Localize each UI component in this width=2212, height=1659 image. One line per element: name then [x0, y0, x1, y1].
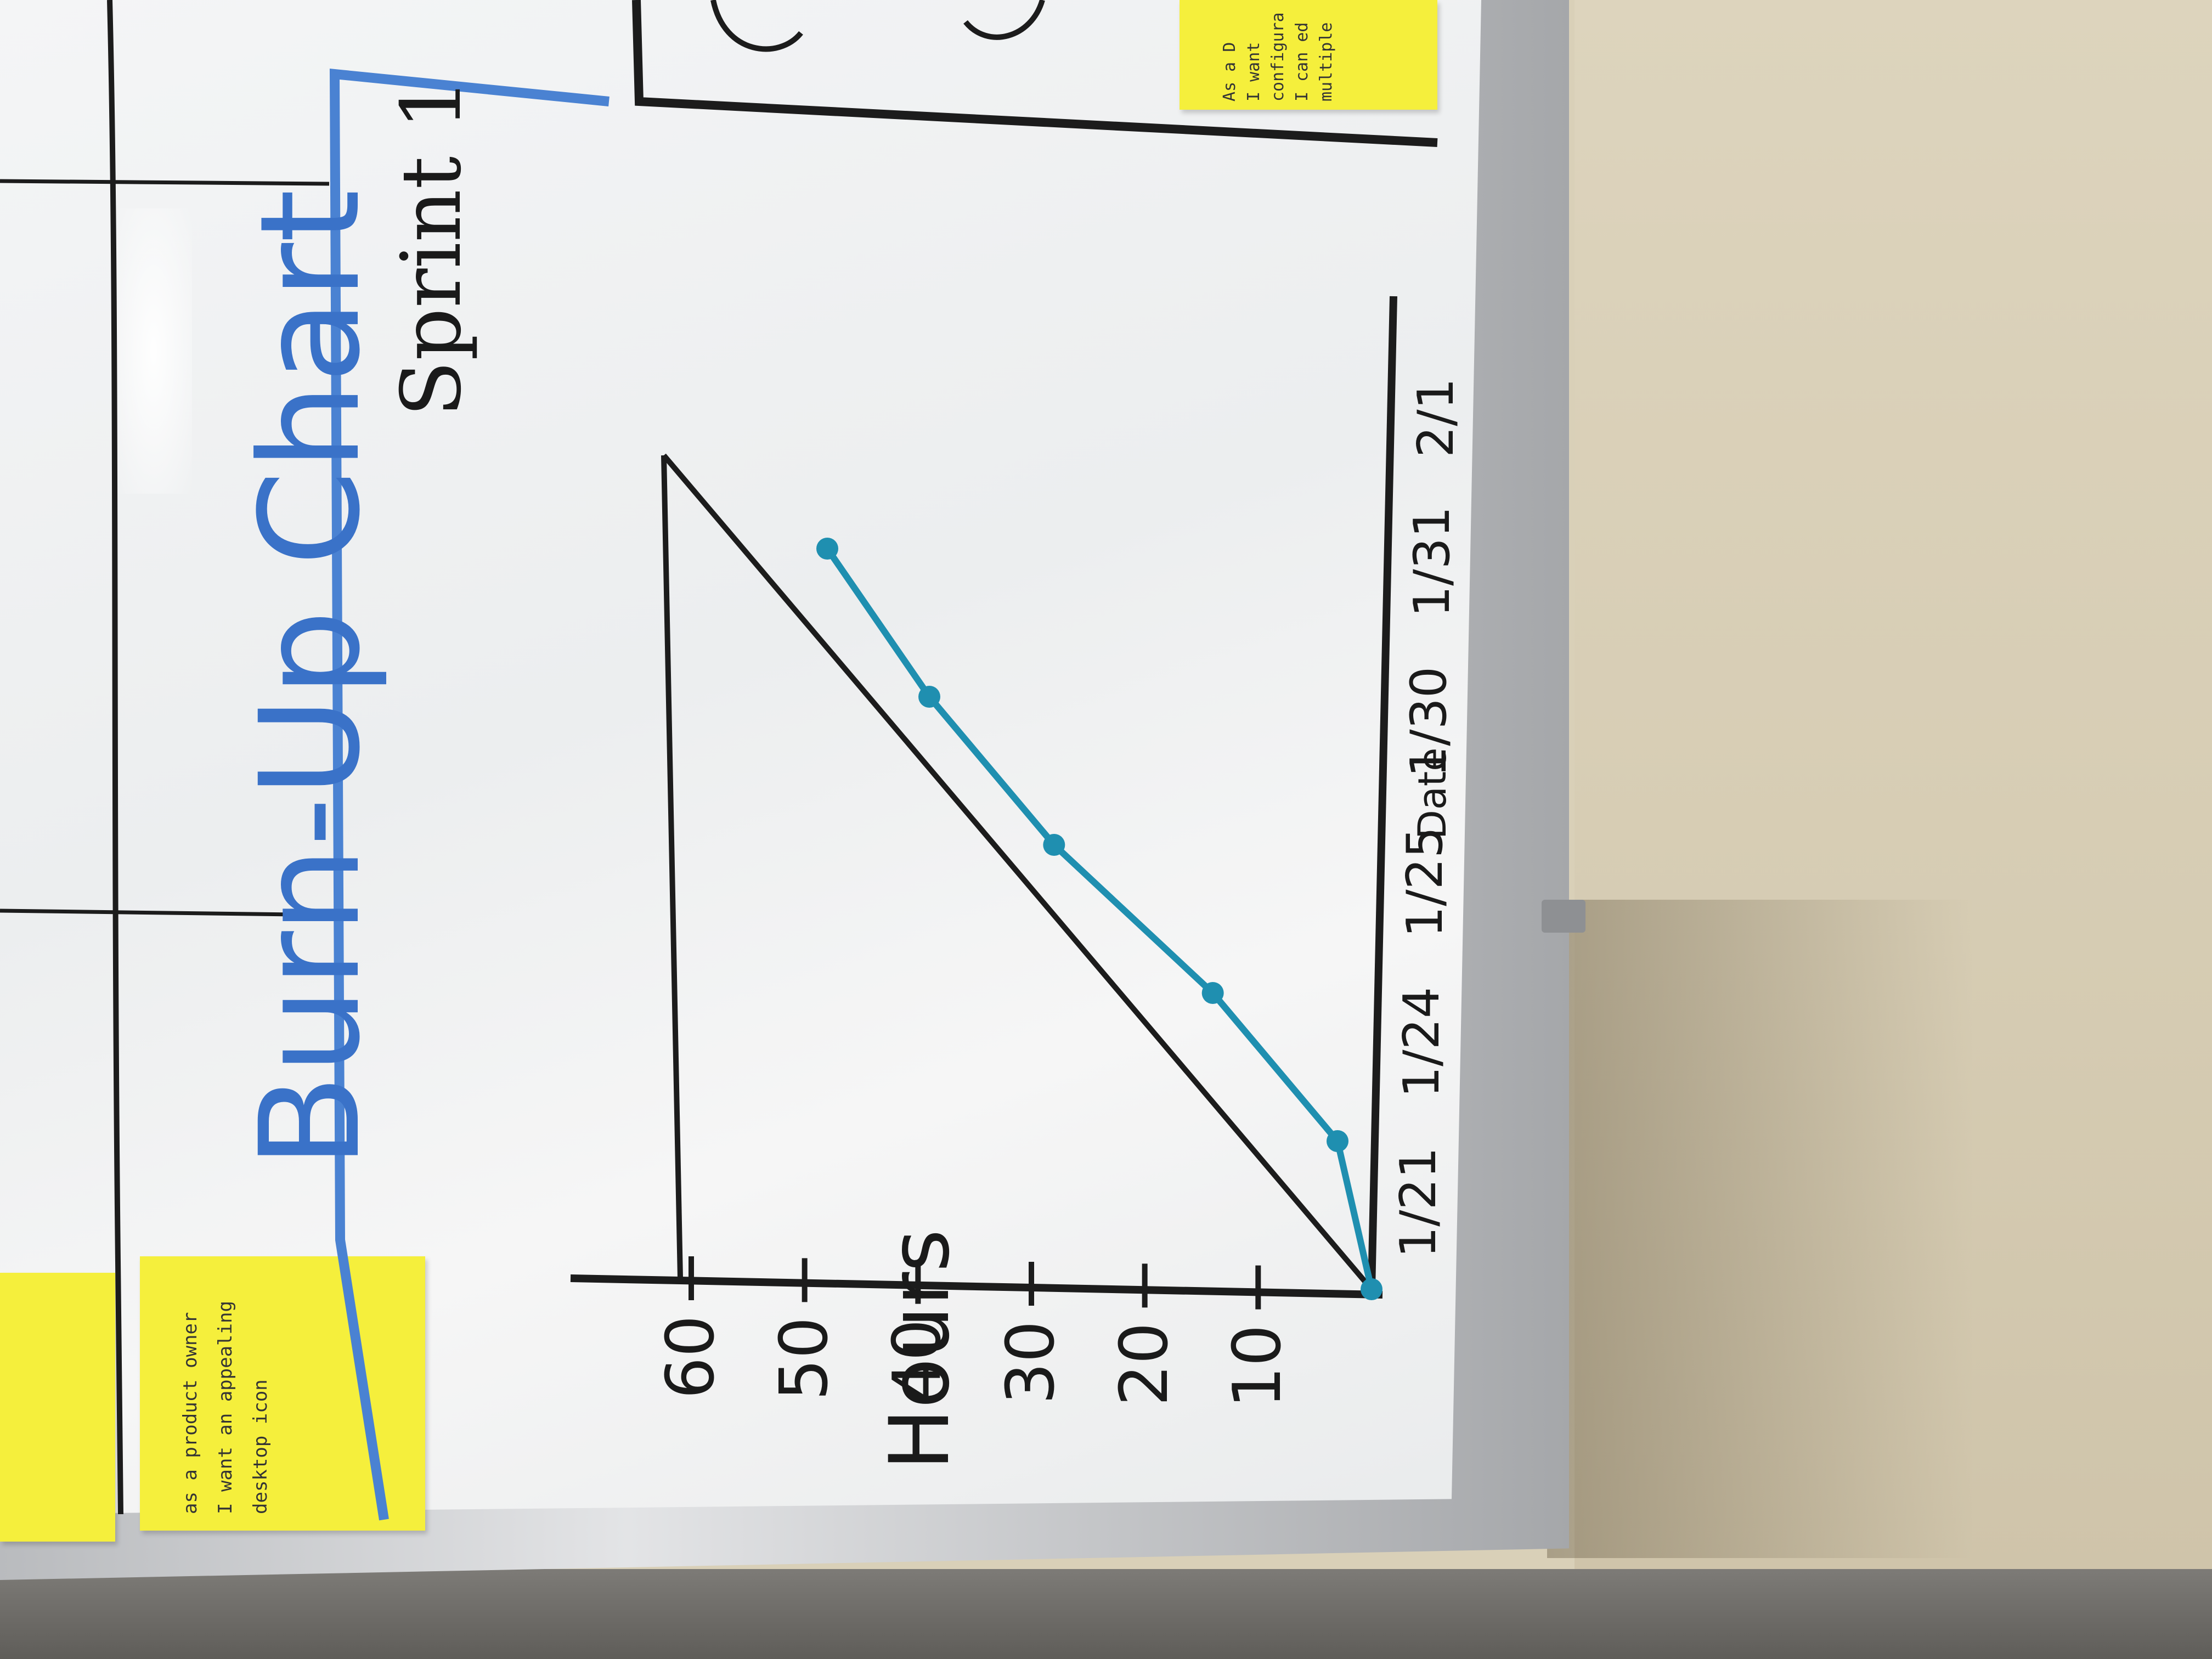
chart-axes: [570, 296, 1397, 1299]
frame-clip: [1542, 900, 1585, 933]
actual-point: [1043, 834, 1065, 856]
board-divider-middle: [0, 909, 335, 917]
x-tick-label: 2/1: [1407, 377, 1465, 458]
actual-point: [918, 686, 940, 708]
chart-ticks: [689, 1256, 1261, 1310]
sixty-line: [661, 455, 683, 1279]
light-glare: [115, 208, 192, 494]
board-divider-top: [0, 179, 330, 186]
y-tick-label: 60: [653, 1315, 729, 1399]
x-axis-line: [1368, 296, 1397, 1290]
chart-series: [661, 453, 1383, 1300]
board-vertical-divider: [107, 0, 123, 1515]
sprint-label: Sprint 1: [384, 77, 479, 417]
y-axis-line: [570, 1274, 1383, 1299]
y-tick-label: 50: [766, 1317, 843, 1401]
x-tick-label: 1/30: [1400, 667, 1458, 778]
x-tick-label: 1/31: [1403, 506, 1462, 618]
ideal-line: [662, 453, 1374, 1291]
y-tick-label: 10: [1220, 1324, 1296, 1408]
x-tick-label: 1/21: [1389, 1147, 1447, 1259]
sticky-note-top-right: As a D I want configura I can ed multipl…: [1180, 0, 1437, 110]
sticky-note-partial-left: [0, 1273, 115, 1542]
y-tick-label: 30: [993, 1321, 1069, 1404]
y-tick-label: 40: [879, 1318, 956, 1403]
chart-panel-border: [329, 69, 610, 1521]
floor: [0, 1569, 2212, 1659]
actual-point: [1201, 982, 1224, 1004]
chart-title: Burn-Up Chart: [230, 189, 390, 1169]
actual-point: [1327, 1130, 1348, 1152]
beige-wall: [1575, 0, 2212, 1580]
x-tick-label: 1/24: [1393, 987, 1451, 1098]
y-tick-label: 20: [1106, 1322, 1183, 1407]
actual-line: [825, 546, 1375, 1290]
partial-drawing-top: [710, 0, 1045, 52]
x-tick-label: 1/25: [1396, 827, 1454, 938]
actual-point: [816, 538, 838, 560]
box-outline-top: [632, 0, 1438, 147]
actual-point: [1361, 1278, 1383, 1300]
wall-shadow: [1547, 900, 1975, 1558]
